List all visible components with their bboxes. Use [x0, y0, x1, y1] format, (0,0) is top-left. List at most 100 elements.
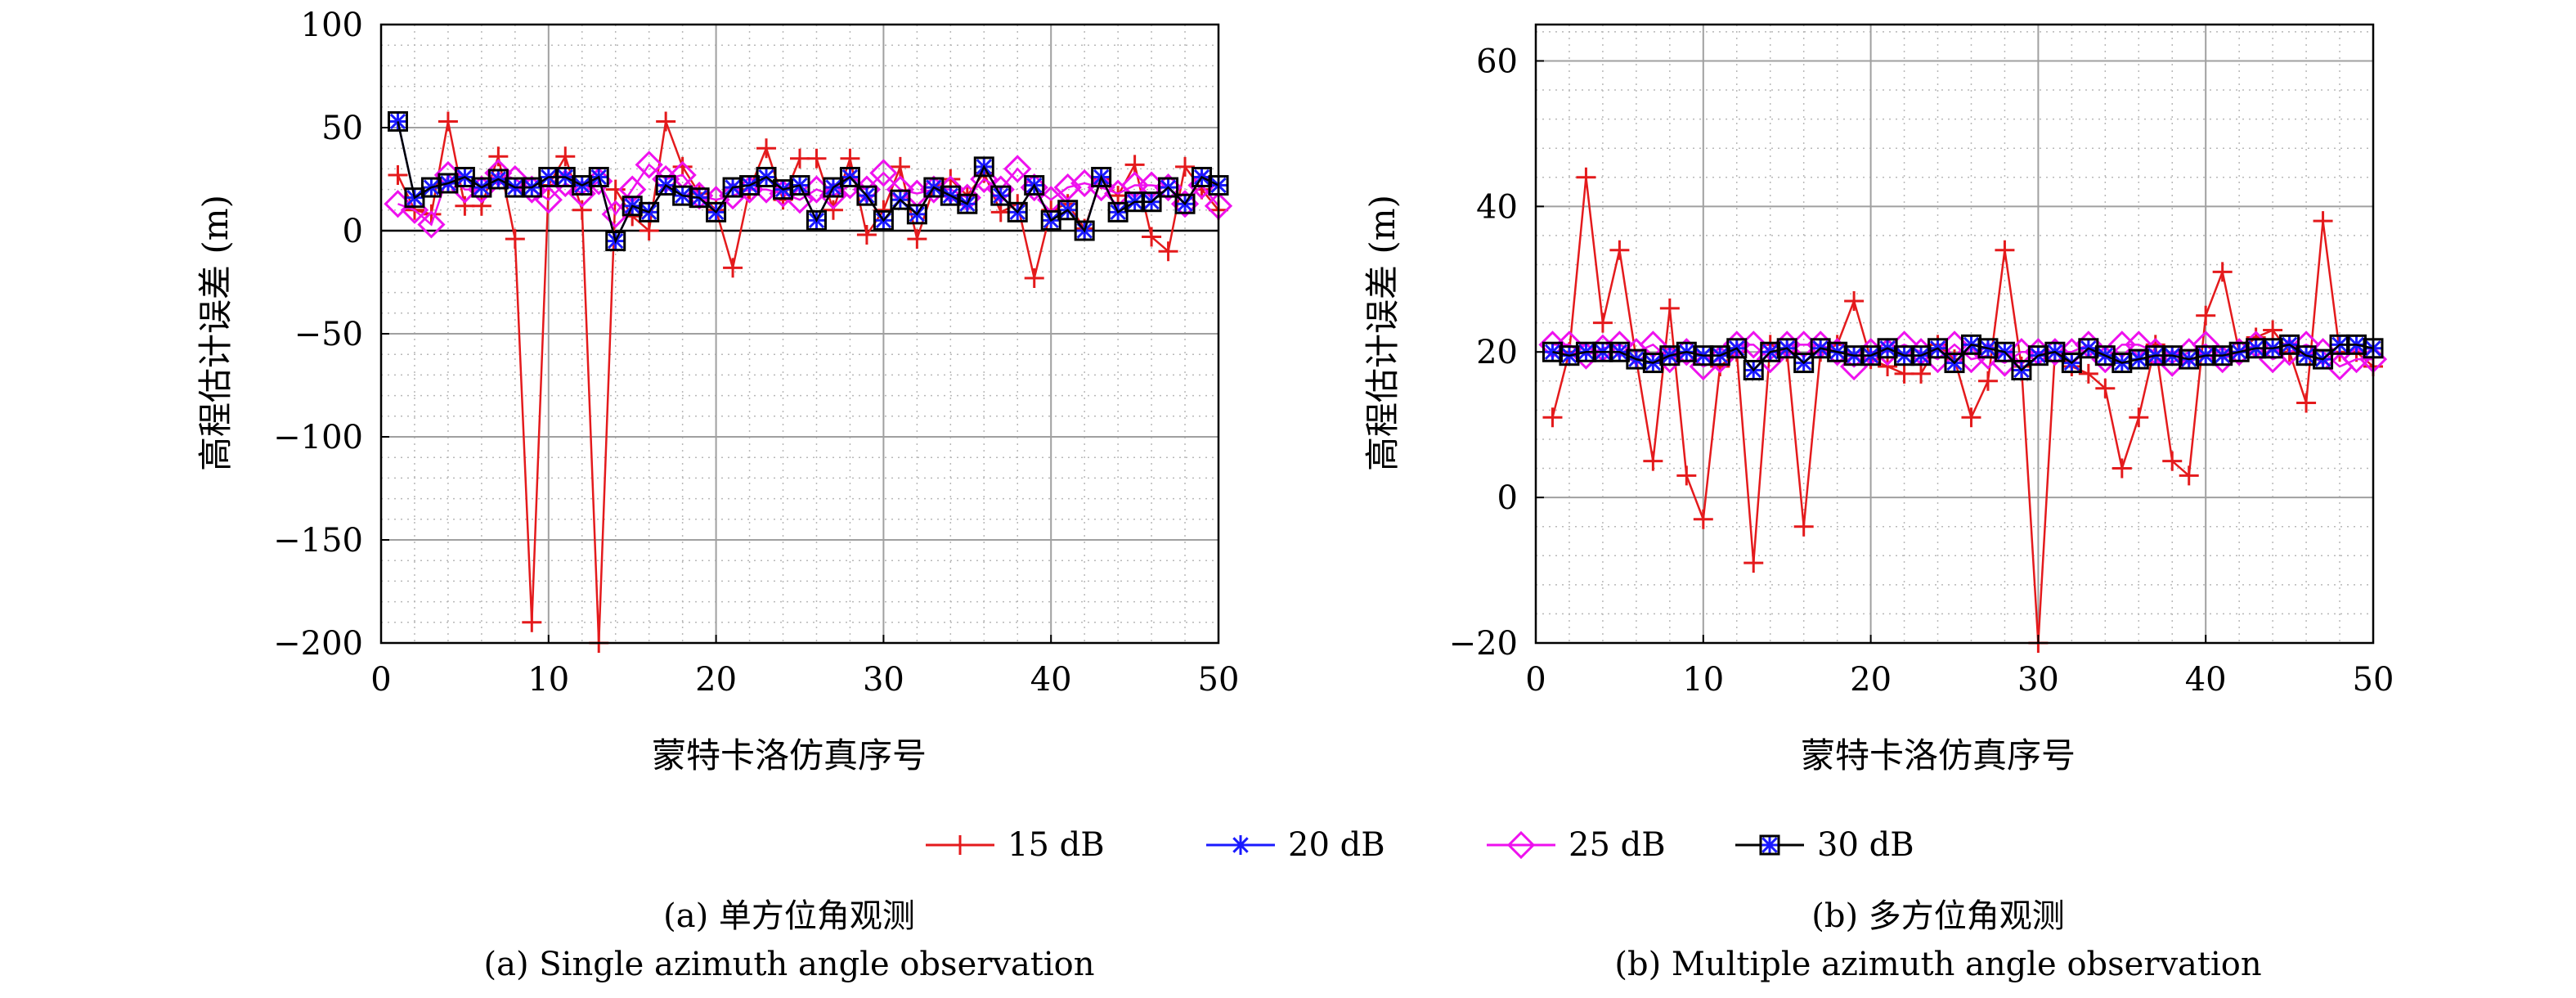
marker-b-s0-p5 [1609, 240, 1630, 260]
marker-a-s3-p9 [521, 177, 542, 198]
marker-b-s0-p46 [2296, 393, 2317, 413]
marker-b-s3-p30 [2027, 345, 2049, 366]
x-tick-label-b-10: 10 [1682, 661, 1724, 699]
marker-b-s3-p17 [1810, 338, 1831, 359]
marker-b-s3-p7 [1642, 353, 1663, 374]
marker-a-s3-p28 [839, 166, 860, 187]
marker-a-s3-p10 [538, 166, 559, 187]
marker-a-s0-p39 [1024, 267, 1044, 288]
marker-b-s0-p41 [2212, 262, 2233, 282]
marker-b-s0-p1 [1542, 407, 1563, 428]
marker-b-s3-p28 [1994, 341, 2015, 362]
marker-a-s0-p14 [605, 179, 626, 200]
y-tick-label-a-4: 0 [343, 213, 363, 250]
marker-a-s0-p3 [421, 204, 442, 224]
x-tick-label-a-20: 20 [695, 661, 737, 699]
marker-a-s0-p21 [723, 258, 743, 278]
marker-a-s3-p39 [1024, 175, 1045, 196]
marker-a-s3-p20 [706, 201, 727, 223]
marker-b-s3-p37 [2145, 345, 2166, 366]
marker-b-s0-p35 [2112, 458, 2132, 479]
marker-b-s3-p36 [2128, 348, 2149, 370]
marker-b-s0-p23 [1911, 363, 1932, 384]
marker-b-s1-p1 [1542, 342, 1563, 362]
marker-b-s3-p21 [1877, 338, 1898, 359]
marker-a-s0-p12 [572, 200, 592, 220]
y-tick-label-a-1: −150 [273, 522, 363, 560]
legend-swatch-1 [1206, 835, 1275, 855]
marker-b-s3-p47 [2313, 348, 2334, 370]
caption-title-b: (b) 多方位角观测 [1811, 897, 2065, 935]
legend-label-25db: 25 dB [1568, 826, 1666, 864]
marker-b-s3-p31 [2044, 341, 2066, 362]
y-tick-label-a-3: −50 [294, 316, 363, 353]
legend: 15 dB 20 dB 25 dB 30 dB [926, 826, 1914, 864]
marker-a-s3-p2 [404, 187, 425, 209]
caption-title-a: (a) 单方位角观测 [663, 897, 915, 935]
x-tick-label-a-50: 50 [1198, 661, 1240, 699]
marker-a-s2-p30 [869, 159, 898, 187]
x-tick-label-b-0: 0 [1525, 661, 1546, 699]
marker-b-s0-p39 [2179, 465, 2199, 486]
marker-a-s3-p31 [890, 189, 911, 210]
marker-b-s0-p22 [1894, 363, 1914, 384]
x-tick-label-b-40: 40 [2185, 661, 2227, 699]
marker-a-s3-p30 [873, 209, 894, 231]
x-tick-label-b-50: 50 [2353, 661, 2394, 699]
marker-b-s0-p9 [1676, 465, 1697, 486]
y-axis-title-b: 高程估计误差 (m) [1362, 195, 1402, 471]
marker-a-s3-p38 [1007, 201, 1028, 223]
marker-b-s3-p42 [2228, 341, 2250, 362]
legend-marker-3-under [1760, 835, 1779, 855]
x-tick-labels-a: 0 10 20 30 40 50 [370, 635, 1239, 699]
marker-b-s0-p27 [1977, 371, 1998, 391]
marker-a-s3-p46 [1141, 191, 1162, 213]
marker-b-s3-p23 [1910, 345, 1932, 366]
marker-a-s2-p3 [417, 210, 446, 239]
marker-a-s2-p16 [635, 151, 663, 179]
marker-a-s2-p41 [1053, 173, 1082, 202]
marker-a-s3-p15 [622, 196, 643, 217]
marker-a-s3-p44 [1107, 201, 1129, 223]
marker-b-s3-p48 [2329, 334, 2350, 355]
plot-frame-b [1534, 23, 2375, 645]
marker-b-s3-p29 [2011, 359, 2032, 380]
y-tick-label-a-0: −200 [273, 625, 363, 663]
x-axis-title-b: 蒙特卡洛仿真序号 [1801, 735, 2076, 775]
marker-b-s3-p9 [1676, 341, 1697, 362]
marker-a-s3-p16 [639, 201, 660, 223]
y-axis-title-a: 高程估计误差 (m) [195, 195, 236, 471]
marker-a-s0-p18 [672, 156, 693, 177]
y-tick-labels-a: −200 −150 −100 −50 0 50 100 [273, 7, 389, 663]
marker-b-s3-p14 [1760, 341, 1781, 362]
y-tick-labels-b: −20 0 20 40 60 [1449, 43, 1544, 663]
marker-a-s3-p48 [1174, 193, 1196, 214]
legend-item-25db: 25 dB [1487, 826, 1666, 864]
legend-item-15db: 15 dB [926, 826, 1105, 864]
series-line-b-0 [1551, 177, 2374, 644]
series-line-a-3 [397, 121, 1219, 245]
marker-a-s0-p7 [488, 146, 509, 167]
marker-a-s3-p4 [438, 173, 459, 194]
marker-b-s3-p35 [2112, 353, 2133, 374]
marker-b-s0-p19 [1844, 290, 1865, 311]
marker-a-s3-p40 [1040, 209, 1061, 231]
marker-a-s0-p27 [823, 200, 843, 220]
marker-a-s3-p42 [1074, 220, 1095, 241]
marker-a-s0-p16 [639, 221, 659, 241]
y-tick-label-a-2: −100 [273, 419, 363, 456]
marker-a-s3-p3 [420, 177, 442, 198]
marker-b-s3-p32 [2061, 353, 2082, 374]
y-tick-label-b-4: 60 [1476, 43, 1518, 80]
marker-a-s0-p8 [505, 229, 525, 250]
marker-a-s0-p11 [555, 146, 576, 167]
marker-b-s3-p34 [2094, 345, 2116, 366]
marker-b-s0-p3 [1576, 167, 1596, 187]
marker-a-s3-p23 [756, 166, 777, 187]
marker-a-s3-p36 [973, 156, 994, 178]
caption-subtitle-a: (a) Single azimuth angle observation [483, 946, 1094, 983]
marker-b-s3-p16 [1793, 353, 1815, 374]
marker-a-s3-p21 [722, 177, 743, 198]
y-tick-label-b-0: −20 [1449, 625, 1518, 663]
marker-a-s3-p18 [672, 185, 693, 206]
